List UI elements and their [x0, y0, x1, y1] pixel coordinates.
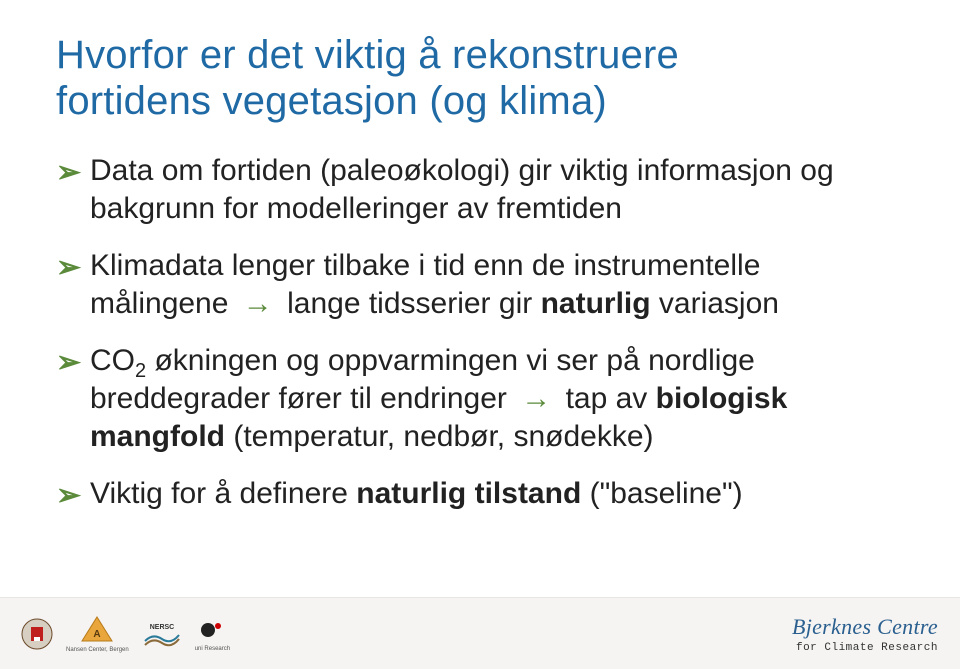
- bullet-4-text-a: Viktig for å definere: [90, 477, 356, 510]
- bullet-1-text: Data om fortiden (paleoøkologi) gir vikt…: [90, 154, 834, 225]
- footer: A Nansen Center, Bergen NERSC uni Resear…: [0, 597, 960, 669]
- bullet-3-text-c: tap av: [566, 382, 656, 415]
- slide-title: Hvorfor er det viktig å rekonstruere for…: [56, 32, 904, 124]
- bullet-3-text-e: (temperatur, nedbør, snødekke): [225, 420, 654, 453]
- bullet-list: ➢ Data om fortiden (paleoøkologi) gir vi…: [56, 152, 904, 513]
- bjerknes-branding: Bjerknes Centre for Climate Research: [792, 614, 944, 654]
- nersc-logo-icon: NERSC: [141, 619, 183, 649]
- chevron-icon: ➢: [56, 154, 81, 192]
- bullet-4-bold: naturlig tilstand: [356, 477, 581, 510]
- svg-text:A: A: [94, 629, 101, 640]
- nansen-logo-icon: A Nansen Center, Bergen: [66, 615, 129, 653]
- arrow-icon: →: [243, 285, 273, 323]
- bullet-3-sub: 2: [135, 360, 146, 382]
- chevron-icon: ➢: [56, 477, 81, 515]
- uni-research-logo-icon: uni Research: [195, 616, 230, 652]
- bullet-3-co: CO: [90, 344, 135, 377]
- bjerknes-subtitle: for Climate Research: [792, 642, 938, 654]
- uib-logo-icon: [20, 617, 54, 651]
- chevron-icon: ➢: [56, 249, 81, 287]
- title-line-1: Hvorfor er det viktig å rekonstruere: [56, 33, 679, 77]
- uni-research-caption: uni Research: [195, 646, 230, 652]
- slide: Hvorfor er det viktig å rekonstruere for…: [0, 0, 960, 669]
- bullet-2-text-b: lange tidsserier gir: [287, 287, 540, 320]
- bullet-4-text-c: ("baseline"): [581, 477, 742, 510]
- bullet-4: ➢ Viktig for å definere naturlig tilstan…: [56, 475, 904, 513]
- footer-logos: A Nansen Center, Bergen NERSC uni Resear…: [20, 615, 230, 653]
- title-line-2: fortidens vegetasjon (og klima): [56, 79, 607, 123]
- arrow-icon: →: [521, 380, 551, 418]
- nansen-caption: Nansen Center, Bergen: [66, 647, 129, 653]
- bullet-1: ➢ Data om fortiden (paleoøkologi) gir vi…: [56, 152, 904, 229]
- bullet-2-text-d: variasjon: [651, 287, 779, 320]
- bullet-3: ➢ CO2 økningen og oppvarmingen vi ser på…: [56, 342, 904, 457]
- svg-text:NERSC: NERSC: [149, 624, 174, 631]
- bullet-2-bold: naturlig: [541, 287, 651, 320]
- bjerknes-title: Bjerknes Centre: [792, 614, 938, 640]
- bullet-2: ➢ Klimadata lenger tilbake i tid enn de …: [56, 247, 904, 324]
- chevron-icon: ➢: [56, 344, 81, 382]
